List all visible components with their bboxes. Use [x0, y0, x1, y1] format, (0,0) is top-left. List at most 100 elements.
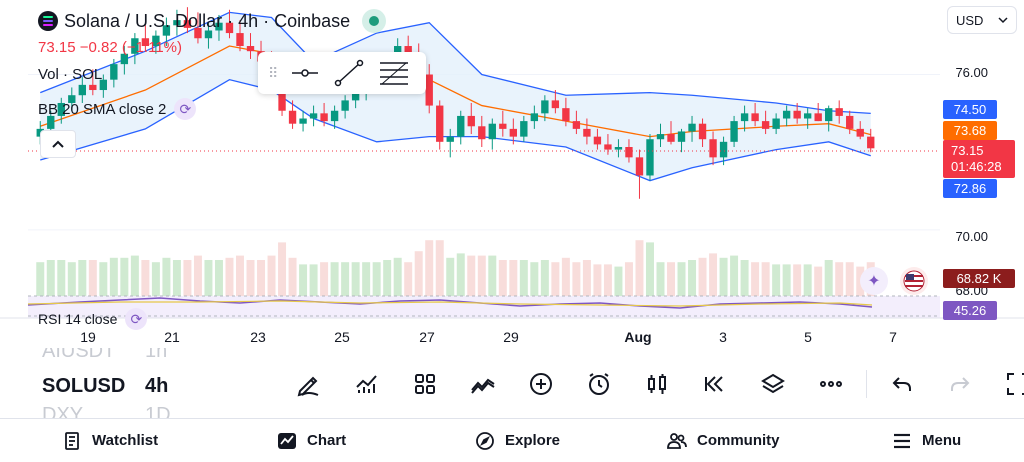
price-chart[interactable] [0, 0, 1024, 352]
indicators-button[interactable] [338, 366, 396, 402]
nav-label: Chart [307, 432, 347, 449]
toolbar-divider [866, 370, 867, 398]
volume-bar [141, 260, 150, 296]
volume-bar [446, 257, 455, 296]
symbol-legend[interactable]: Solana / U.S. Dollar · 4h · Coinbase [38, 9, 387, 33]
volume-bar [267, 255, 276, 296]
volume-legend[interactable]: Vol · SOL [38, 66, 103, 83]
volume-bar [519, 260, 528, 296]
candle-body [667, 134, 675, 142]
ticker-row-active[interactable]: SOLUSD 4h [42, 375, 172, 398]
compare-icon [471, 378, 495, 394]
candle-body [57, 102, 65, 116]
layers-icon [761, 373, 785, 394]
replay-button[interactable] [686, 366, 744, 402]
chart-icon [278, 432, 296, 449]
volume-bar [130, 255, 139, 296]
volume-bar [835, 262, 844, 296]
bb-basis-tag: 73.68 [943, 121, 997, 140]
volume-bar [88, 260, 97, 296]
rsi-legend[interactable]: RSI 14 close ⟳ [38, 308, 148, 330]
ticker-interval: 1h [145, 348, 168, 362]
candle-body [110, 64, 118, 80]
candle-body [761, 121, 770, 129]
candle-body [204, 30, 213, 39]
volume-bar [582, 260, 591, 296]
volume-bar [109, 257, 118, 296]
symbol-title: Solana / U.S. Dollar · 4h · Coinbase [64, 10, 351, 31]
more-button[interactable] [802, 366, 860, 402]
candle-body [215, 22, 223, 31]
candle-body [141, 38, 150, 47]
candle-body [572, 121, 581, 129]
time-axis-label: 29 [503, 329, 519, 345]
alert-button[interactable] [570, 366, 628, 402]
volume-bar [593, 264, 602, 296]
nav-explore[interactable]: Explore [475, 431, 560, 451]
candle-body [425, 74, 433, 106]
volume-bar [540, 260, 549, 296]
candle-body [488, 123, 496, 140]
refresh-icon[interactable]: ⟳ [174, 98, 197, 120]
nav-chart[interactable]: Chart [277, 431, 346, 451]
templates-button[interactable] [396, 366, 454, 402]
community-icon [667, 432, 687, 449]
redo-button[interactable] [931, 366, 989, 402]
candle-body [341, 100, 349, 111]
bb-legend-label: BB 20 SMA close 2 [38, 100, 167, 118]
pencil-icon [297, 376, 319, 397]
nav-watchlist[interactable]: Watchlist [62, 431, 158, 451]
volume-bar [278, 242, 287, 296]
volume-tag: 68.82 K [943, 269, 1015, 288]
volume-bar [603, 264, 612, 296]
candle-body [730, 121, 738, 142]
volume-bar [561, 257, 570, 296]
nav-community[interactable]: Community [667, 431, 780, 451]
fullscreen-button[interactable] [989, 366, 1024, 402]
compass-icon [476, 431, 494, 450]
candle-body [404, 46, 412, 54]
currency-select[interactable]: USD [947, 6, 1017, 34]
ticker-symbol: AIUSDT [42, 348, 116, 362]
sparkle-icon[interactable]: ✦ [860, 267, 888, 295]
volume-bar [172, 260, 181, 296]
bb-legend[interactable]: BB 20 SMA close 2 ⟳ [38, 98, 197, 120]
undo-button[interactable] [873, 366, 931, 402]
chart-type-icon [648, 374, 666, 394]
volume-bar [257, 260, 266, 296]
layers-button[interactable] [744, 366, 802, 402]
volume-bar [488, 255, 497, 296]
price-change: 73.15 −0.82 (−1.11%) [38, 39, 182, 56]
candle-body [751, 113, 759, 122]
refresh-icon[interactable]: ⟳ [125, 308, 148, 330]
candle-body [173, 20, 181, 26]
volume-bar [393, 257, 402, 296]
candle-body [330, 110, 339, 122]
volume-bar [572, 262, 581, 296]
fib-levels-icon[interactable] [378, 59, 410, 87]
candle-body [457, 115, 465, 137]
candle-body [793, 110, 801, 119]
drawing-toolbar[interactable]: ⠿ [258, 52, 426, 94]
nav-menu[interactable]: Menu [892, 431, 961, 451]
drag-handle-icon[interactable]: ⠿ [268, 64, 278, 81]
us-flag-icon[interactable] [900, 267, 928, 295]
volume-bar [803, 264, 812, 296]
horizontal-ray-icon[interactable] [290, 63, 320, 83]
watchlist-ticker-scroller[interactable]: AIUSDT 1h SOLUSD 4h DXY 1D [42, 348, 172, 418]
volume-bar [467, 255, 476, 296]
bb-lower-tag: 72.86 [943, 179, 997, 198]
collapse-legend-button[interactable] [40, 130, 76, 158]
current-price-value: 73.15 [951, 143, 984, 158]
ticker-row[interactable]: DXY 1D [42, 404, 172, 418]
draw-tool-button[interactable] [280, 366, 338, 402]
add-button[interactable] [512, 366, 570, 402]
candle-body [309, 113, 318, 119]
compare-button[interactable] [454, 366, 512, 402]
chart-type-button[interactable] [628, 366, 686, 402]
trend-line-icon[interactable] [334, 59, 364, 87]
ticker-row[interactable]: AIUSDT 1h [42, 348, 172, 363]
volume-bar [36, 262, 45, 296]
candle-body [698, 123, 707, 140]
candle-body [782, 110, 791, 119]
